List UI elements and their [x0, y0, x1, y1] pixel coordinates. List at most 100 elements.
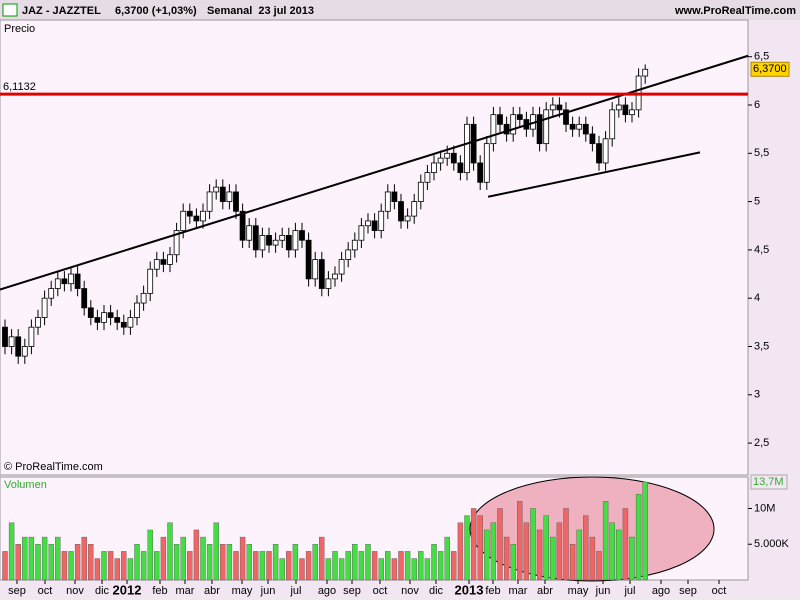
candle-body: [2, 326, 8, 347]
candle-body: [160, 259, 167, 265]
volume-bar: [299, 558, 305, 581]
candle-body: [437, 157, 444, 164]
volume-bar: [530, 508, 536, 581]
candle-body: [74, 273, 81, 289]
candle-body: [510, 114, 517, 135]
volume-bar: [180, 536, 186, 581]
candle-body: [450, 152, 457, 164]
header-bar: [0, 0, 800, 20]
volume-bar: [48, 544, 54, 581]
candle-body: [391, 191, 398, 203]
volume-bar: [101, 551, 107, 581]
x-tick-label: jun: [595, 585, 611, 597]
symbol: JAZ - JAZZTEL: [22, 5, 101, 17]
x-tick-label: nov: [401, 585, 419, 597]
site: www.ProRealTime.com: [674, 5, 796, 17]
volume-bar: [371, 551, 378, 581]
candle-body: [140, 292, 147, 304]
candle-body: [318, 259, 325, 289]
x-tick-label: feb: [152, 585, 167, 597]
x-tick-label: dic: [429, 585, 444, 597]
volume-bar: [61, 551, 68, 581]
candle-body: [186, 210, 193, 217]
candle-body: [147, 268, 154, 294]
volume-bar: [609, 522, 615, 581]
volume-bar: [378, 558, 384, 581]
volume-bar: [556, 522, 563, 581]
candle-body: [81, 288, 88, 309]
volume-bar: [134, 544, 140, 581]
volume-bar: [160, 536, 167, 581]
volume-bar: [385, 551, 391, 581]
volume-bar: [563, 508, 569, 581]
candle-body: [285, 235, 292, 251]
x-tick-label: mar: [509, 585, 528, 597]
y-tick-label: 3: [754, 389, 760, 401]
candle-body: [411, 201, 418, 217]
volume-bar: [55, 536, 61, 581]
candle-body: [127, 317, 134, 328]
last-price-label: 6,3700: [753, 63, 787, 75]
y-tick-label: 2,5: [754, 437, 769, 449]
candle-body: [358, 225, 365, 241]
volume-bar: [437, 551, 444, 581]
candle-body: [68, 273, 74, 285]
candle-body: [61, 278, 68, 285]
candle-body: [503, 123, 510, 135]
panel-title: Precio: [4, 23, 35, 35]
candle-body: [490, 114, 497, 145]
candle-body: [345, 249, 352, 260]
volume-bar: [312, 544, 318, 581]
candle-body: [457, 162, 464, 174]
level-label: 6,1132: [3, 81, 36, 93]
x-tick-label: ago: [318, 585, 336, 597]
x-tick-label: nov: [66, 585, 84, 597]
candle-body: [431, 162, 437, 174]
volume-bar: [490, 522, 497, 581]
candle-body: [615, 104, 622, 111]
volume-bar: [569, 544, 576, 581]
candle-body: [404, 215, 411, 222]
last-volume-box: [750, 474, 788, 490]
candle-body: [54, 278, 61, 289]
volume-bar: [596, 551, 602, 581]
volume-bar: [167, 522, 173, 581]
candle-body: [444, 152, 451, 159]
volume-bar: [457, 522, 464, 581]
panel-title: Volumen: [4, 479, 47, 491]
candle-body: [206, 191, 213, 212]
volume-bar: [68, 551, 74, 581]
x-tick-label: sep: [343, 585, 361, 597]
candle-body: [642, 68, 649, 77]
volume-bar: [523, 522, 530, 581]
x-tick-label: oct: [373, 585, 388, 597]
candle-body: [193, 215, 200, 222]
candle-body: [351, 239, 358, 251]
volume-bar: [272, 544, 279, 581]
x-tick-label: sep: [8, 585, 26, 597]
candle-body: [569, 123, 576, 130]
volume-bar: [332, 551, 338, 581]
candle-body: [417, 181, 424, 203]
y-tick-label: 6,5: [754, 51, 769, 63]
volume-bar: [22, 536, 28, 581]
candle-body: [576, 123, 583, 130]
candle-body: [424, 172, 431, 183]
volume-bar: [543, 515, 549, 581]
candle-body: [483, 143, 490, 183]
volume-bar: [536, 529, 543, 581]
candle-body: [87, 307, 94, 318]
volume-bar: [41, 536, 48, 581]
volume-bar: [398, 551, 404, 581]
candle-body: [213, 186, 220, 193]
x-tick-label: ago: [652, 585, 670, 597]
candle-body: [556, 104, 563, 111]
candle-body: [292, 230, 299, 251]
candle-body: [252, 225, 259, 251]
candle-body: [120, 321, 127, 328]
x-tick-label: 2013: [455, 582, 484, 597]
volume-bar: [338, 558, 345, 581]
candle-body: [312, 259, 319, 280]
candle-body: [497, 114, 503, 125]
volume-bar: [187, 551, 193, 581]
